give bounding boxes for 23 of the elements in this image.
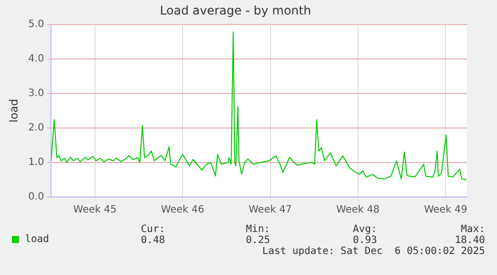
y-tick-label: 5.0	[28, 18, 44, 30]
text: 0.93	[352, 235, 377, 246]
x-tick-label: Week 47	[248, 204, 292, 216]
y-tick-label: 4.0	[28, 54, 44, 65]
chart-title: Load average - by month	[160, 3, 312, 18]
y-axis-title: load	[7, 98, 20, 122]
x-tick-label: Week 46	[160, 204, 204, 216]
x-tick-label: Week 49	[424, 204, 468, 216]
text: 18.40	[454, 235, 485, 246]
text: Min:	[246, 224, 270, 236]
text: 0.25	[246, 235, 270, 246]
text: Max:	[460, 224, 485, 236]
x-tick-label: Week 45	[73, 204, 117, 216]
text: Last update: Sat Dec 6 05:00:02 2025	[262, 246, 485, 258]
x-tick-label: Week 48	[336, 204, 380, 216]
text: 0.48	[140, 235, 165, 247]
text: Cur:	[140, 224, 165, 236]
legend-label: load	[25, 234, 50, 245]
y-tick-label: 1.0	[28, 157, 44, 168]
y-tick-label: 2.0	[28, 122, 44, 134]
y-tick-label: 0.0	[28, 192, 44, 203]
y-tick-label: 3.0	[28, 88, 44, 100]
text: Avg:	[352, 224, 377, 236]
